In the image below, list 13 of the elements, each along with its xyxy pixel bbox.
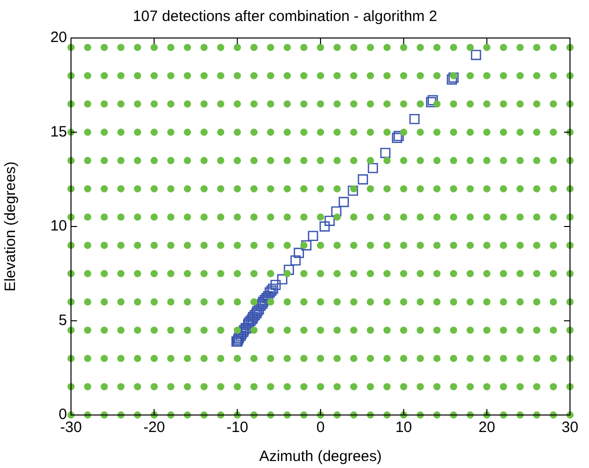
x-tick-label: 10 xyxy=(395,419,412,436)
x-tick-label: 30 xyxy=(562,419,578,436)
x-tick-label: 20 xyxy=(478,419,496,436)
x-axis-title: Azimuth (degrees) xyxy=(259,448,382,466)
x-tick-label: -10 xyxy=(226,419,248,436)
y-tick-label: 10 xyxy=(50,218,67,235)
x-tick-label: -20 xyxy=(143,419,166,436)
y-tick-label: 15 xyxy=(50,123,67,140)
y-tick-label: 20 xyxy=(50,29,67,46)
x-tick-label: 0 xyxy=(316,419,325,436)
y-tick-label: 5 xyxy=(58,312,67,329)
chart-title: 107 detections after combination - algorithm 2 xyxy=(132,8,438,26)
y-axis-title: Elevation (degrees) xyxy=(2,161,20,292)
